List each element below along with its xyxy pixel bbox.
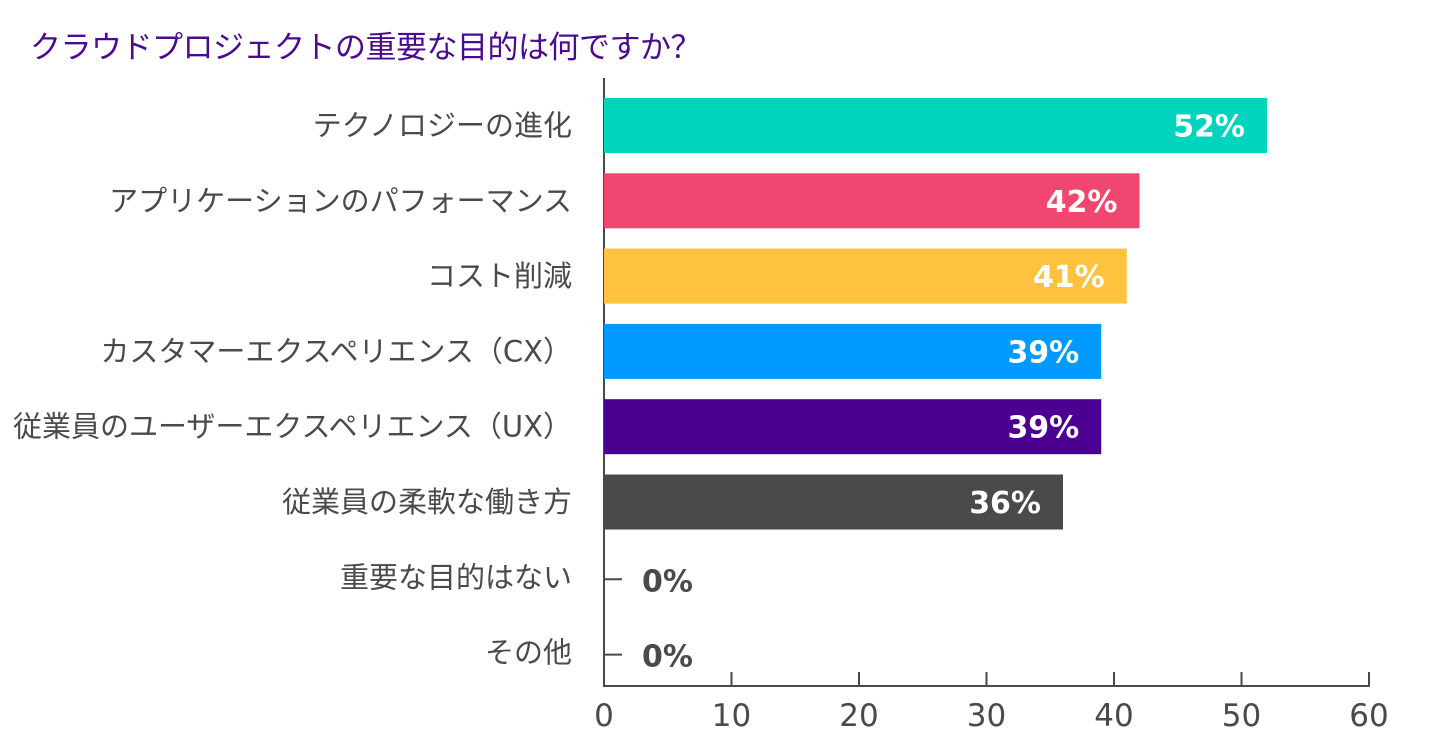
category-label: テクノロジーの進化	[313, 109, 572, 143]
data-label: 0%	[642, 640, 693, 675]
category-label: その他	[485, 636, 572, 670]
bar	[604, 173, 1140, 229]
x-tick-label: 60	[1349, 698, 1388, 734]
bar	[604, 323, 1102, 379]
category-label: 従業員の柔軟な働き方	[282, 485, 572, 519]
x-tick-label: 50	[1222, 698, 1261, 734]
data-label: 42%	[1046, 185, 1118, 220]
category-label: 従業員のユーザーエクスペリエンス（UX）	[13, 410, 572, 444]
bar	[604, 248, 1127, 304]
data-label: 52%	[1173, 110, 1245, 145]
category-label: コスト削減	[427, 259, 572, 293]
data-label: 39%	[1007, 411, 1079, 446]
x-tick-label: 20	[839, 698, 878, 734]
bar	[604, 474, 1063, 530]
category-label: アプリケーションのパフォーマンス	[109, 184, 572, 218]
bar	[604, 399, 1102, 455]
data-label: 36%	[969, 486, 1041, 521]
x-tick-label: 10	[712, 698, 751, 734]
bar	[604, 98, 1267, 153]
x-tick-label: 30	[967, 698, 1006, 734]
x-tick-label: 40	[1094, 698, 1133, 734]
chart-title: クラウドプロジェクトの重要な目的は何ですか？	[30, 30, 702, 66]
data-label: 39%	[1007, 335, 1079, 370]
data-label: 41%	[1033, 260, 1105, 295]
category-label: 重要な目的はない	[340, 560, 572, 594]
data-label: 0%	[642, 564, 693, 599]
x-tick-label: 0	[594, 698, 614, 734]
category-label: カスタマーエクスペリエンス（CX）	[100, 334, 572, 368]
